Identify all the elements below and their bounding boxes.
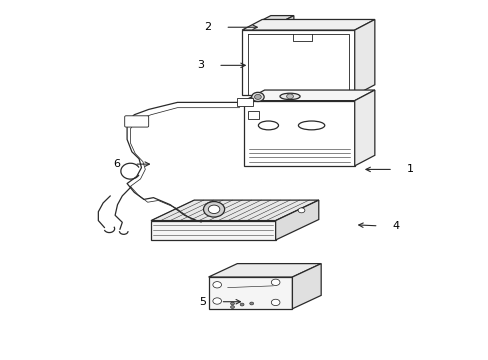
Circle shape	[212, 298, 221, 304]
Text: 6: 6	[113, 159, 120, 169]
Circle shape	[208, 205, 220, 213]
Polygon shape	[208, 277, 292, 309]
Circle shape	[271, 279, 280, 285]
Circle shape	[230, 306, 234, 309]
Polygon shape	[244, 100, 354, 166]
Polygon shape	[261, 21, 284, 28]
Ellipse shape	[258, 121, 278, 130]
Text: 4: 4	[392, 221, 399, 231]
Polygon shape	[242, 19, 374, 30]
Polygon shape	[242, 30, 354, 95]
Text: 1: 1	[407, 165, 413, 174]
Polygon shape	[275, 200, 318, 240]
Circle shape	[240, 303, 244, 306]
Polygon shape	[354, 90, 374, 166]
Text: 2: 2	[203, 22, 211, 32]
Circle shape	[254, 94, 261, 99]
Polygon shape	[284, 15, 293, 28]
Text: 5: 5	[199, 297, 206, 307]
Circle shape	[286, 94, 293, 99]
Circle shape	[230, 302, 234, 305]
Polygon shape	[244, 90, 374, 100]
Circle shape	[298, 208, 304, 213]
Polygon shape	[261, 15, 293, 21]
Ellipse shape	[298, 121, 324, 130]
Polygon shape	[151, 221, 275, 240]
Circle shape	[271, 299, 280, 306]
FancyBboxPatch shape	[124, 116, 148, 127]
Circle shape	[212, 282, 221, 288]
Circle shape	[249, 302, 253, 305]
Polygon shape	[151, 200, 318, 221]
Polygon shape	[292, 264, 321, 309]
Ellipse shape	[280, 93, 300, 100]
Polygon shape	[208, 264, 321, 277]
Bar	[237, 98, 252, 106]
Polygon shape	[354, 19, 374, 95]
Bar	[248, 111, 258, 119]
Circle shape	[251, 92, 264, 102]
Circle shape	[203, 202, 224, 217]
Text: 3: 3	[197, 60, 203, 70]
